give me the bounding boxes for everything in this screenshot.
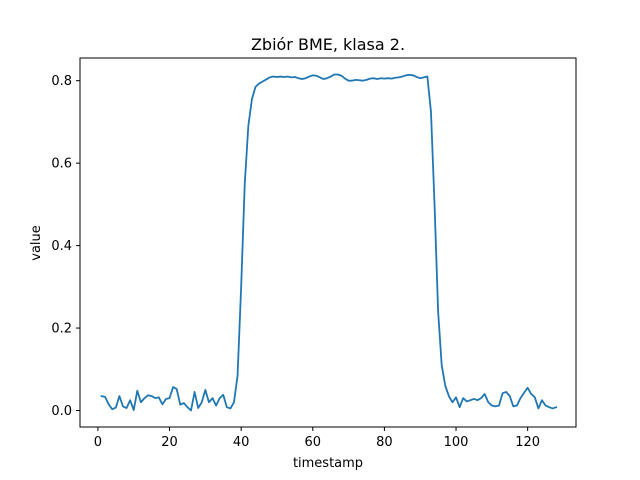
x-axis-label: timestamp [293, 456, 363, 471]
y-axis-label: value [29, 225, 44, 261]
x-tick-label: 100 [444, 435, 469, 450]
x-tick-label: 40 [233, 435, 250, 450]
x-axis-ticks: 0 20 40 60 80 100 120 [94, 427, 540, 450]
y-tick-label: 0.2 [51, 322, 72, 337]
plot-area: 0 20 40 60 80 100 120 0.0 0.2 0.4 0.6 0.8 [51, 57, 577, 450]
plot-frame [79, 57, 577, 428]
y-tick-label: 0.0 [51, 404, 72, 419]
y-tick-label: 0.8 [51, 74, 72, 89]
chart-title: Zbiór BME, klasa 2. [251, 35, 405, 54]
x-tick-label: 120 [515, 435, 540, 450]
x-tick-label: 0 [94, 435, 102, 450]
x-tick-label: 60 [305, 435, 322, 450]
x-tick-label: 20 [161, 435, 178, 450]
x-tick-label: 80 [376, 435, 393, 450]
series-line [100, 73, 558, 412]
y-tick-label: 0.4 [51, 239, 72, 254]
y-tick-label: 0.6 [51, 157, 72, 172]
y-axis-ticks: 0.0 0.2 0.4 0.6 0.8 [51, 74, 80, 419]
